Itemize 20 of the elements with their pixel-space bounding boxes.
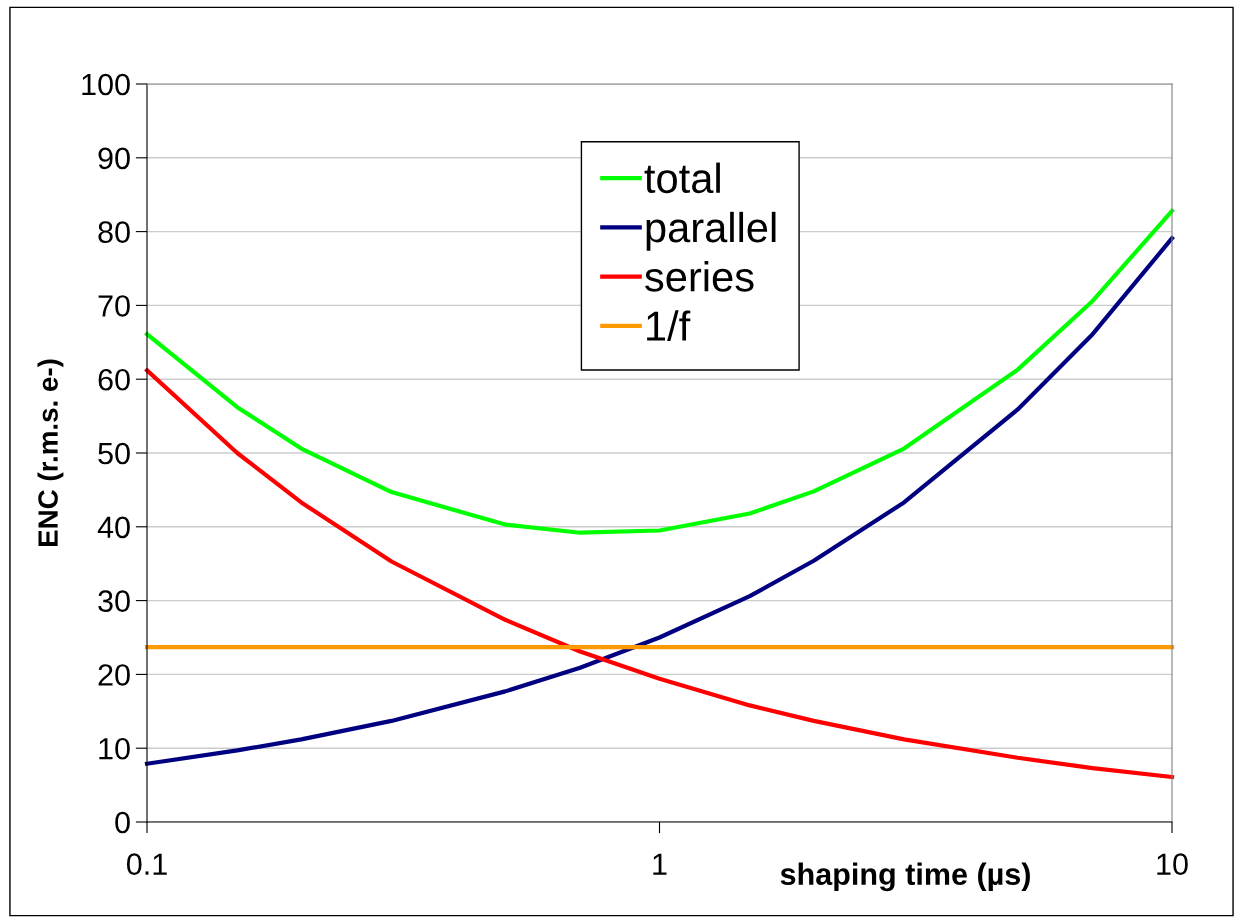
y-axis-title: ENC (r.m.s. e-) (37, 359, 64, 547)
x-tick-label: 0.1 (126, 853, 167, 875)
x-tick-label: 10 (1157, 853, 1188, 875)
legend-label: parallel (646, 211, 776, 251)
x-tick-label: 1 (653, 853, 667, 875)
y-tick-label: 60 (98, 368, 130, 391)
y-tick-label: 80 (98, 221, 130, 243)
y-tick-label: 40 (97, 516, 130, 539)
legend-label: total (644, 162, 720, 194)
legend-label: series (645, 261, 754, 292)
y-tick-label: 10 (99, 737, 130, 760)
y-tick-label: 100 (82, 73, 130, 96)
y-tick-label: 70 (98, 295, 130, 317)
y-tick-label: 0 (115, 811, 130, 834)
y-tick-label: 20 (98, 664, 130, 686)
legend-label: 1/f (647, 310, 691, 341)
x-axis-title: shaping time (µs) (780, 862, 1030, 892)
y-tick-label: 30 (98, 590, 130, 612)
y-tick-label: 50 (98, 442, 130, 465)
y-tick-label: 90 (98, 147, 130, 170)
